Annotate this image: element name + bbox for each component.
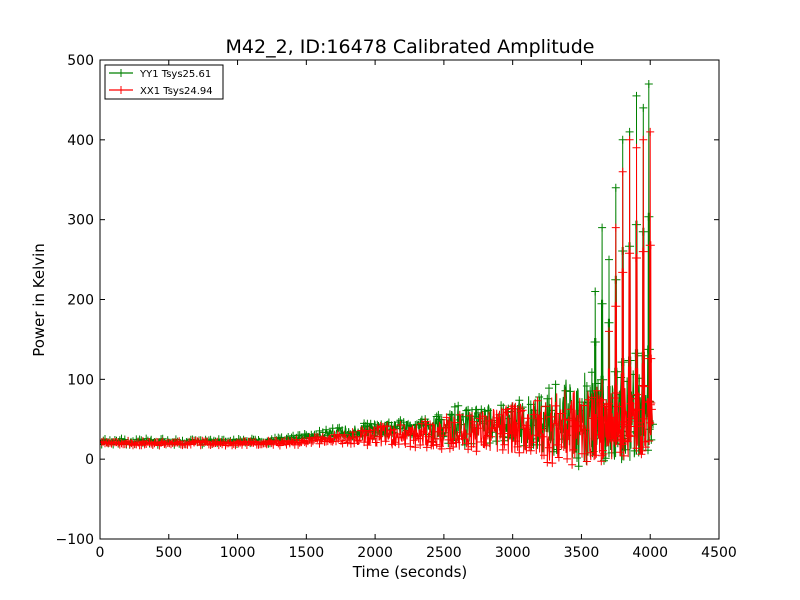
y-axis-label: Power in Kelvin: [30, 243, 48, 357]
x-tick-label: 3000: [495, 545, 531, 561]
series-layer: [100, 80, 657, 471]
x-axis-label: Time (seconds): [352, 563, 468, 581]
y-tick-label: 0: [85, 452, 94, 468]
y-tick-label: 200: [67, 293, 94, 309]
x-tick-label: 0: [96, 545, 105, 561]
legend-label-yy1: YY1 Tsys25.61: [139, 69, 211, 80]
x-tick-label: 4000: [632, 545, 668, 561]
legend: YY1 Tsys25.61 XX1 Tsys24.94: [104, 64, 224, 100]
x-tick-label: 4500: [701, 545, 737, 561]
y-tick-label: 400: [67, 133, 94, 149]
x-tick-label: 500: [155, 545, 182, 561]
legend-box: [104, 64, 224, 100]
legend-label-xx1: XX1 Tsys24.94: [140, 86, 213, 97]
chart-title: M42_2, ID:16478 Calibrated Amplitude: [226, 36, 595, 58]
ticks-layer: 0 500 1000 1500 2000 2500 3000 3500 4000 4500−100…: [56, 53, 737, 561]
x-tick-label: 3500: [564, 545, 600, 561]
plot-area: 0 500 1000 1500 2000 2500 3000 3500 4000 4500−100…: [56, 53, 737, 561]
x-tick-label: 1500: [289, 545, 325, 561]
y-tick-label: 300: [67, 213, 94, 229]
series-markers: [100, 127, 656, 469]
y-tick-label: 100: [67, 372, 94, 388]
legend-marker: [117, 86, 125, 94]
legend-entry-xx1: XX1 Tsys24.94: [109, 86, 213, 97]
x-tick-label: 2500: [426, 545, 462, 561]
y-tick-label: −100: [56, 532, 94, 548]
x-tick-label: 2000: [357, 545, 393, 561]
legend-entry-yy1: YY1 Tsys25.61: [109, 69, 211, 80]
legend-marker: [117, 69, 125, 77]
x-tick-label: 1000: [220, 545, 256, 561]
y-tick-label: 500: [67, 53, 94, 69]
